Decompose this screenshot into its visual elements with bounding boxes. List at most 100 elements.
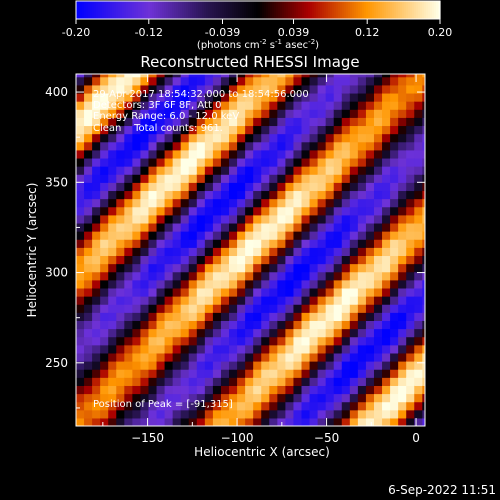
heatmap-cell	[164, 182, 174, 192]
heatmap-cell	[261, 74, 270, 78]
heatmap-cell	[84, 198, 93, 208]
heatmap-cell	[237, 206, 246, 216]
colorbar-cell	[264, 1, 267, 19]
heatmap-cell	[220, 222, 230, 232]
colorbar-cell	[202, 1, 205, 19]
colorbar-cell	[334, 1, 337, 19]
heatmap-cell	[269, 271, 278, 281]
heatmap-cell	[172, 157, 182, 167]
heatmap-cell	[365, 287, 375, 297]
heatmap-cell	[333, 166, 343, 175]
heatmap-cell	[76, 409, 85, 419]
heatmap-cell	[92, 296, 101, 305]
heatmap-cell	[406, 109, 415, 118]
heatmap-cell	[390, 287, 399, 297]
heatmap-cell	[140, 239, 150, 248]
heatmap-cell	[390, 117, 399, 127]
heatmap-cell	[253, 84, 262, 94]
heatmap-cell	[382, 231, 391, 240]
heatmap-cell	[301, 92, 311, 102]
heatmap-cell	[124, 369, 133, 378]
heatmap-cell	[390, 279, 399, 289]
heatmap-cell	[172, 369, 182, 378]
heatmap-cell	[309, 74, 319, 78]
heatmap-cell	[357, 239, 367, 248]
heatmap-cell	[357, 190, 367, 200]
heatmap-cell	[188, 222, 198, 232]
heatmap-cell	[76, 190, 85, 200]
heatmap-cell	[277, 206, 286, 216]
heatmap-cell	[373, 279, 383, 289]
heatmap-cell	[277, 417, 286, 426]
heatmap-cell	[204, 84, 214, 94]
heatmap-cell	[373, 296, 383, 305]
heatmap-cell	[301, 117, 311, 127]
heatmap-cell	[237, 239, 246, 248]
heatmap-cell	[245, 255, 254, 265]
colorbar-cell	[336, 1, 339, 19]
heatmap-cell	[382, 287, 391, 297]
colorbar-cell	[138, 1, 141, 19]
heatmap-cell	[309, 312, 319, 321]
heatmap-cell	[422, 84, 425, 94]
heatmap-cell	[253, 117, 262, 127]
heatmap-cell	[398, 344, 407, 354]
heatmap-cell	[229, 247, 238, 257]
heatmap-cell	[140, 247, 150, 257]
heatmap-cell	[293, 271, 303, 281]
heatmap-cell	[196, 271, 206, 281]
colorbar-cell	[250, 1, 253, 19]
heatmap-cell	[349, 377, 359, 386]
heatmap-cell	[220, 344, 230, 354]
heatmap-cell	[204, 166, 214, 175]
heatmap-cell	[261, 409, 270, 419]
heatmap-cell	[237, 182, 246, 192]
heatmap-cell	[229, 417, 238, 426]
heatmap-cell	[148, 361, 158, 370]
heatmap-cell	[76, 101, 85, 110]
heatmap-cell	[333, 361, 343, 370]
heatmap-cell	[188, 393, 198, 403]
heatmap-cell	[156, 133, 166, 143]
heatmap-cell	[220, 166, 230, 175]
colorbar-cell	[350, 1, 353, 19]
heatmap-cell	[325, 328, 335, 338]
heatmap-cell	[341, 344, 351, 354]
heatmap-cell	[116, 133, 125, 143]
heatmap-cell	[196, 247, 206, 257]
heatmap-cell	[156, 117, 166, 127]
heatmap-cell	[132, 125, 142, 135]
heatmap-cell	[253, 336, 262, 346]
heatmap-cell	[92, 133, 101, 143]
colorbar-cell	[160, 1, 163, 19]
heatmap-cell	[309, 166, 319, 175]
heatmap-cell	[373, 190, 383, 200]
colorbar-unit-label: (photons cm-2 s-1 asec-2)	[197, 38, 319, 51]
heatmap-cell	[156, 92, 166, 102]
colorbar-cell	[208, 1, 211, 19]
heatmap-cell	[390, 377, 399, 386]
heatmap-cell	[132, 174, 142, 183]
heatmap-cell	[148, 222, 158, 232]
heatmap-cell	[398, 149, 407, 159]
heatmap-cell	[422, 157, 425, 167]
heatmap-cell	[156, 166, 166, 175]
heatmap-cell	[156, 109, 166, 118]
heatmap-cell	[293, 409, 303, 419]
heatmap-cell	[325, 174, 335, 183]
colorbar-cell	[344, 1, 347, 19]
heatmap-cell	[390, 76, 399, 86]
heatmap-cell	[164, 352, 174, 362]
heatmap-cell	[124, 133, 133, 143]
heatmap-cell	[76, 231, 85, 240]
heatmap-cell	[92, 263, 101, 273]
heatmap-cell	[204, 279, 214, 289]
heatmap-cell	[398, 393, 407, 403]
heatmap-cell	[365, 76, 375, 86]
heatmap-cell	[140, 393, 150, 403]
heatmap-cell	[84, 92, 93, 102]
heatmap-cell	[164, 125, 174, 135]
heatmap-cell	[398, 174, 407, 183]
heatmap-cell	[156, 401, 166, 411]
heatmap-cell	[285, 174, 295, 183]
